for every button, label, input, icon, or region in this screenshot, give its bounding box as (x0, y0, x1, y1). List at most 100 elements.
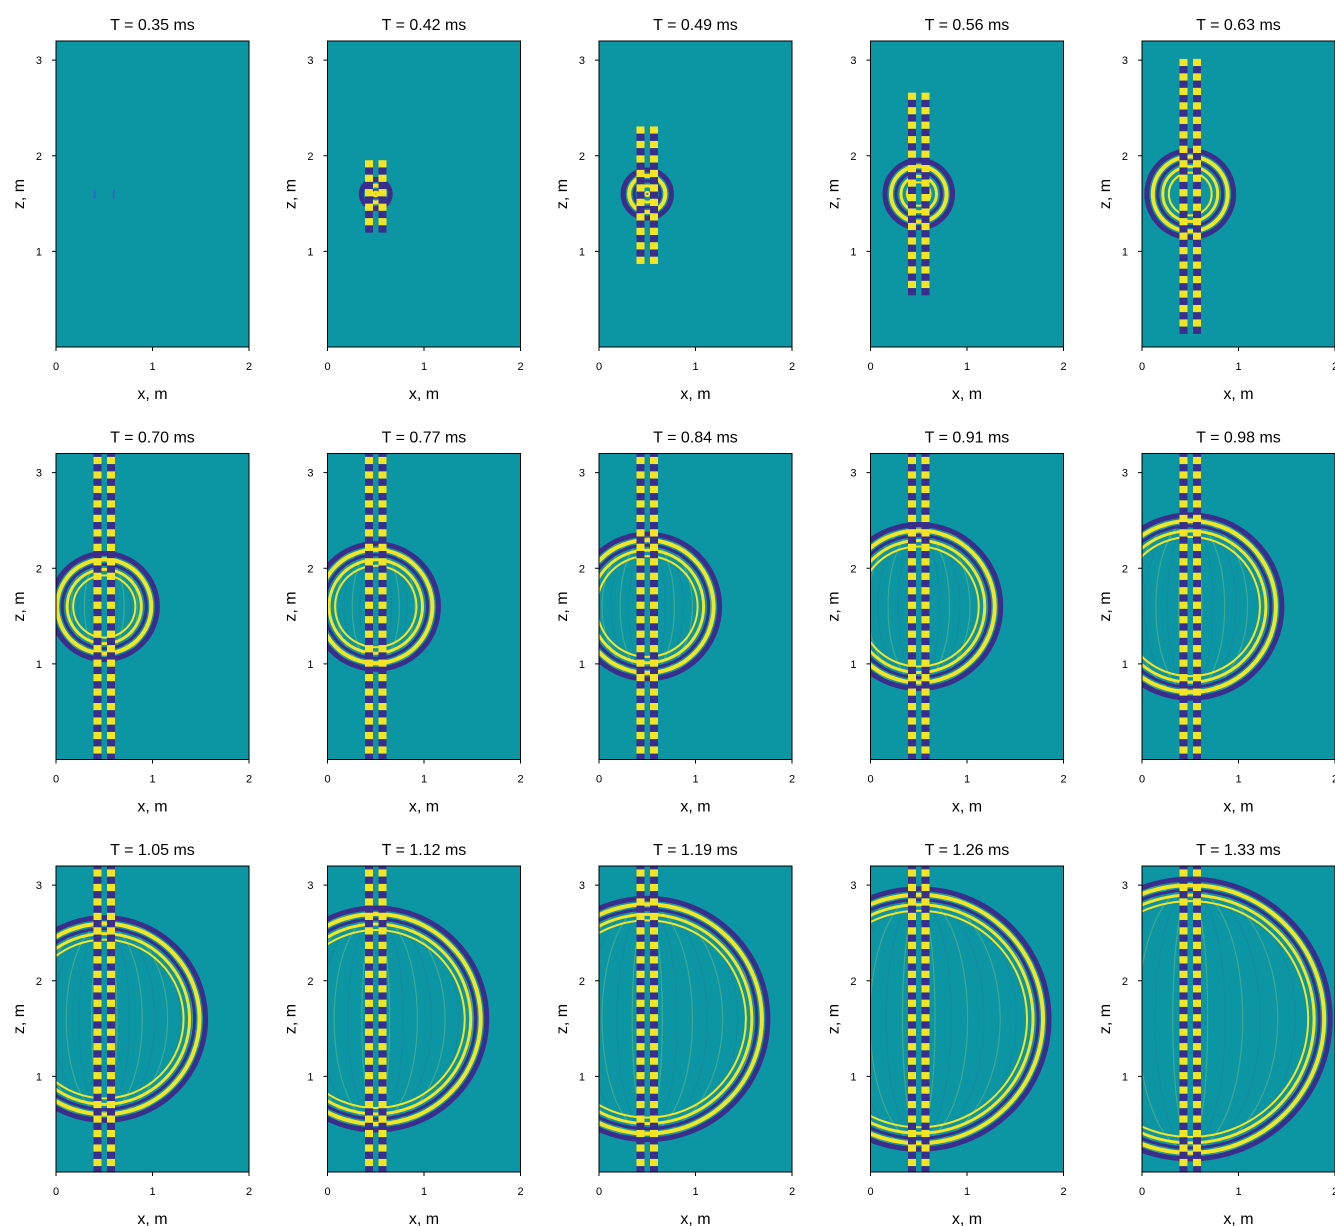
band (650, 667, 658, 674)
band (650, 1137, 658, 1144)
band (1179, 1101, 1187, 1108)
band (650, 884, 658, 891)
band (107, 580, 115, 587)
band (636, 1108, 644, 1115)
band (650, 616, 658, 623)
y-tick-label: 3 (850, 468, 856, 480)
x-tick-label: 1 (149, 1186, 155, 1198)
band (93, 1007, 101, 1014)
band (1179, 479, 1187, 486)
band (636, 992, 644, 999)
band (908, 281, 916, 288)
band (379, 508, 387, 515)
band (1179, 913, 1187, 920)
band (365, 935, 373, 942)
band (365, 1116, 373, 1123)
band (650, 674, 658, 681)
band (650, 126, 658, 133)
band (365, 196, 373, 203)
band (379, 667, 387, 674)
band (1193, 573, 1201, 580)
band (908, 631, 916, 638)
band (650, 992, 658, 999)
band (93, 696, 101, 703)
y-tick-label: 3 (307, 880, 313, 892)
band (650, 457, 658, 464)
band (1179, 616, 1187, 623)
band (650, 148, 658, 155)
band (107, 877, 115, 884)
band (1193, 1152, 1201, 1159)
band (107, 869, 115, 876)
band (379, 522, 387, 529)
x-tick-label: 0 (867, 774, 873, 786)
band (1179, 515, 1187, 522)
band (379, 696, 387, 703)
band (93, 667, 101, 674)
band (1179, 891, 1187, 898)
band (1193, 978, 1201, 985)
y-axis-label: z, m (1097, 1004, 1114, 1034)
band (908, 1007, 916, 1014)
band (379, 1123, 387, 1130)
band (650, 935, 658, 942)
band (636, 869, 644, 876)
band (365, 167, 373, 174)
band (1193, 110, 1201, 117)
band (93, 1021, 101, 1028)
band (107, 1116, 115, 1123)
y-tick-label: 3 (307, 468, 313, 480)
band (1179, 88, 1187, 95)
band (365, 565, 373, 572)
band (365, 602, 373, 609)
panel-title: T = 0.42 ms (382, 17, 467, 34)
band (922, 891, 930, 898)
band (379, 558, 387, 565)
band (908, 208, 916, 215)
panel: T = 0.63 ms012123x, mz, m (1097, 17, 1335, 403)
band (1193, 761, 1201, 768)
band (922, 471, 930, 478)
band (365, 978, 373, 985)
band (1193, 609, 1201, 616)
band (379, 906, 387, 913)
band (107, 1144, 115, 1151)
band (922, 1159, 930, 1166)
band (93, 1079, 101, 1086)
band (1193, 942, 1201, 949)
band (908, 1130, 916, 1137)
band (365, 652, 373, 659)
band (379, 493, 387, 500)
x-tick-label: 2 (517, 1186, 523, 1198)
band (636, 964, 644, 971)
band (1193, 660, 1201, 667)
band (1193, 623, 1201, 630)
band (107, 884, 115, 891)
band (636, 935, 644, 942)
band (1179, 602, 1187, 609)
band (93, 768, 101, 775)
band (1193, 717, 1201, 724)
y-axis-label: z, m (1097, 179, 1114, 209)
band (107, 565, 115, 572)
band (636, 978, 644, 985)
y-axis-label: z, m (283, 179, 300, 209)
band (1179, 486, 1187, 493)
band (1193, 652, 1201, 659)
band (636, 148, 644, 155)
plot-area (328, 41, 521, 347)
y-tick-label: 1 (1122, 246, 1128, 258)
band (1193, 1000, 1201, 1007)
band (908, 985, 916, 992)
band (1193, 732, 1201, 739)
band (1179, 1007, 1187, 1014)
band (365, 204, 373, 211)
band (1193, 1137, 1201, 1144)
band (636, 471, 644, 478)
y-tick-label: 3 (579, 468, 585, 480)
band (1179, 254, 1187, 261)
band (365, 949, 373, 956)
band (922, 544, 930, 551)
background (1142, 41, 1335, 347)
